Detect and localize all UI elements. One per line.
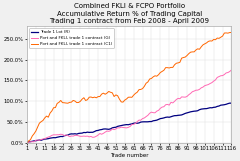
Port and FKLI, trade 1 contract (G) <box>191 91 194 93</box>
Trade 1 Lot (R) <box>214 106 217 108</box>
Port and FKLI, trade 1 contract (C1) <box>162 69 165 71</box>
Legend: Trade 1 Lot (R), Port and FKLI, trade 1 contract (G), Port and FKLI, trade 1 con: Trade 1 Lot (R), Port and FKLI, trade 1 … <box>29 28 114 48</box>
Trade 1 Lot (R) <box>228 102 231 104</box>
Trade 1 Lot (R) <box>230 102 233 104</box>
Trade 1 Lot (R) <box>150 121 153 123</box>
Trade 1 Lot (R) <box>162 117 165 119</box>
Trade 1 Lot (R) <box>25 142 28 144</box>
Port and FKLI, trade 1 contract (G) <box>150 111 153 113</box>
Port and FKLI, trade 1 contract (C1) <box>150 77 153 79</box>
Port and FKLI, trade 1 contract (G) <box>25 142 28 144</box>
Port and FKLI, trade 1 contract (G) <box>162 106 165 108</box>
Trade 1 Lot (R) <box>196 110 199 112</box>
Line: Port and FKLI, trade 1 contract (C1): Port and FKLI, trade 1 contract (C1) <box>27 33 231 143</box>
X-axis label: Trade number: Trade number <box>110 152 149 157</box>
Port and FKLI, trade 1 contract (C1) <box>95 97 98 99</box>
Port and FKLI, trade 1 contract (G) <box>95 135 98 137</box>
Port and FKLI, trade 1 contract (C1) <box>230 32 233 33</box>
Trade 1 Lot (R) <box>191 111 194 113</box>
Line: Port and FKLI, trade 1 contract (G): Port and FKLI, trade 1 contract (G) <box>27 70 231 143</box>
Port and FKLI, trade 1 contract (G) <box>214 79 217 81</box>
Port and FKLI, trade 1 contract (C1) <box>191 51 194 53</box>
Port and FKLI, trade 1 contract (G) <box>196 89 199 91</box>
Trade 1 Lot (R) <box>95 130 98 132</box>
Port and FKLI, trade 1 contract (C1) <box>196 48 199 50</box>
Line: Trade 1 Lot (R): Trade 1 Lot (R) <box>27 103 231 143</box>
Title: Combined FKLI & FCPO Portfolio
Accumulative Return % of Trading Capital
Trading : Combined FKLI & FCPO Portfolio Accumulat… <box>49 4 209 24</box>
Port and FKLI, trade 1 contract (C1) <box>25 142 28 144</box>
Port and FKLI, trade 1 contract (G) <box>230 69 233 71</box>
Port and FKLI, trade 1 contract (C1) <box>214 39 217 41</box>
